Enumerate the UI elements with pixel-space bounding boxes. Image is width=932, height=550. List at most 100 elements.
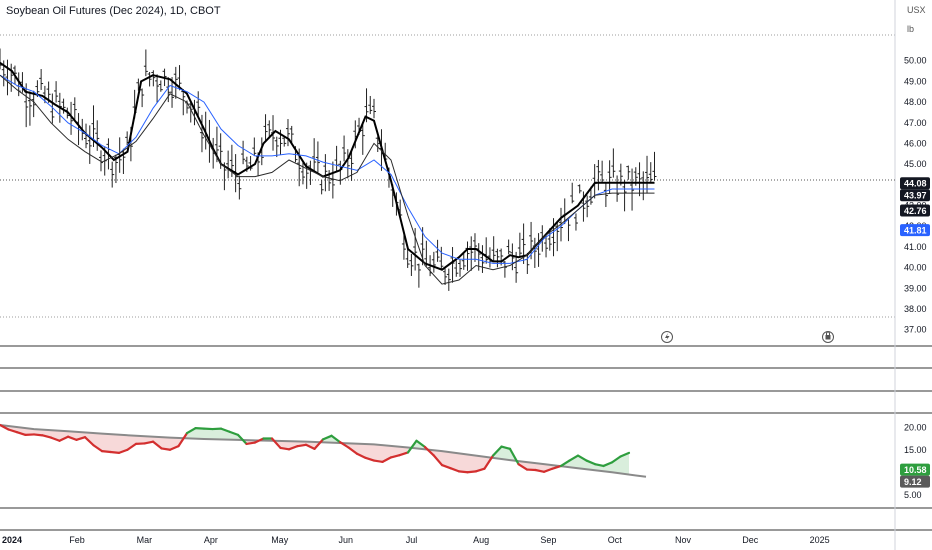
price-tick-label: 37.00 bbox=[904, 325, 927, 335]
price-bar bbox=[24, 83, 29, 128]
price-bar bbox=[334, 145, 339, 173]
price-bar bbox=[472, 233, 477, 262]
price-bar bbox=[349, 149, 354, 181]
price-bar bbox=[611, 148, 616, 178]
price-bar bbox=[342, 135, 347, 162]
indicator-fill bbox=[459, 453, 468, 473]
indicator-fill bbox=[374, 444, 383, 462]
flash-icon[interactable] bbox=[661, 331, 673, 343]
price-bar bbox=[360, 122, 365, 155]
price-bar bbox=[166, 77, 171, 103]
indicator-segment bbox=[593, 463, 605, 468]
price-bar bbox=[626, 165, 631, 180]
price-bar bbox=[622, 180, 627, 212]
ma-line-2 bbox=[0, 74, 655, 264]
price-bar bbox=[637, 162, 642, 197]
indicator-segment bbox=[457, 470, 469, 474]
price-tick-label: 47.00 bbox=[904, 118, 927, 128]
price-bar bbox=[596, 159, 601, 191]
price-bar bbox=[87, 125, 92, 164]
indicator-segment bbox=[313, 438, 325, 450]
indicator-fill bbox=[612, 456, 621, 474]
svg-text:41.81: 41.81 bbox=[904, 226, 927, 236]
price-bar bbox=[315, 141, 320, 173]
indicator-fill bbox=[501, 446, 510, 461]
indicator-fill bbox=[102, 433, 111, 452]
price-tick-label: 49.00 bbox=[904, 76, 927, 86]
indicator-segment bbox=[75, 436, 87, 441]
price-bar bbox=[510, 243, 515, 271]
price-bar bbox=[435, 239, 440, 262]
indicator-fill bbox=[187, 428, 196, 439]
date-tick-label: 2025 bbox=[810, 535, 830, 545]
indicator-fill bbox=[59, 430, 68, 441]
price-bar bbox=[158, 80, 163, 92]
unit-label[interactable]: lb bbox=[907, 24, 915, 34]
price-tick-label: 46.00 bbox=[904, 138, 927, 148]
indicator-tick-label: 20.00 bbox=[904, 422, 927, 432]
indicator-segment bbox=[330, 434, 342, 444]
price-bar bbox=[5, 59, 10, 96]
price-bar bbox=[517, 232, 522, 257]
price-bar bbox=[54, 81, 59, 103]
indicator-segment bbox=[32, 433, 44, 437]
date-tick-label: 2024 bbox=[2, 535, 22, 545]
price-bar bbox=[285, 119, 290, 147]
indicator-fill bbox=[467, 454, 476, 473]
indicator-segment bbox=[423, 445, 435, 457]
price-bar bbox=[469, 236, 474, 271]
indicator-segment bbox=[568, 454, 580, 462]
price-bar bbox=[267, 120, 272, 139]
currency-label[interactable]: USX bbox=[907, 5, 926, 15]
price-bar bbox=[237, 175, 242, 200]
price-bar bbox=[263, 114, 268, 142]
indicator-segment bbox=[602, 461, 614, 468]
svg-text:9.12: 9.12 bbox=[904, 477, 922, 487]
indicator-segment bbox=[517, 463, 529, 471]
indicator-fill bbox=[195, 428, 204, 439]
signal-line bbox=[0, 424, 647, 478]
indicator-segment bbox=[296, 443, 308, 448]
price-bar bbox=[95, 120, 100, 151]
dividend-icon[interactable] bbox=[822, 331, 834, 343]
price-bar bbox=[577, 184, 582, 194]
price-bar bbox=[416, 263, 421, 288]
price-bar bbox=[648, 162, 653, 183]
price-bar bbox=[431, 251, 436, 273]
indicator-fill bbox=[578, 455, 587, 470]
price-bar bbox=[446, 268, 451, 291]
indicator-segment bbox=[338, 441, 350, 449]
indicator-segment bbox=[253, 437, 265, 444]
indicator-fill bbox=[569, 455, 578, 469]
price-bar bbox=[536, 233, 541, 267]
price-tick-label: 39.00 bbox=[904, 283, 927, 293]
indicator-segment bbox=[585, 459, 597, 466]
indicator-segment bbox=[304, 443, 316, 450]
indicator-segment bbox=[406, 439, 418, 454]
indicator-fill bbox=[442, 451, 451, 469]
price-bar bbox=[458, 259, 463, 277]
price-tick-label: 50.00 bbox=[904, 56, 927, 66]
price-bar bbox=[607, 160, 612, 194]
price-bar bbox=[39, 69, 44, 90]
price-bar bbox=[600, 160, 605, 183]
price-bar bbox=[248, 156, 253, 171]
price-tag: 41.81 bbox=[900, 224, 930, 237]
price-bar bbox=[151, 70, 156, 87]
price-bar bbox=[630, 168, 635, 211]
price-bar bbox=[413, 228, 418, 271]
price-tick-label: 38.00 bbox=[904, 304, 927, 314]
price-bar bbox=[9, 63, 14, 92]
price-bar bbox=[566, 218, 571, 242]
price-bars bbox=[0, 48, 657, 291]
price-bar bbox=[0, 48, 2, 70]
chart-title[interactable]: Soybean Oil Futures (Dec 2024), 1D, CBOT bbox=[6, 5, 221, 17]
date-tick-label: Aug bbox=[473, 535, 489, 545]
indicator-segment bbox=[151, 440, 163, 450]
indicator-segment bbox=[83, 436, 95, 447]
indicator-segment bbox=[321, 434, 333, 441]
indicator-segment bbox=[389, 454, 401, 459]
indicator-fill bbox=[119, 434, 128, 453]
indicator-fill bbox=[603, 462, 612, 473]
